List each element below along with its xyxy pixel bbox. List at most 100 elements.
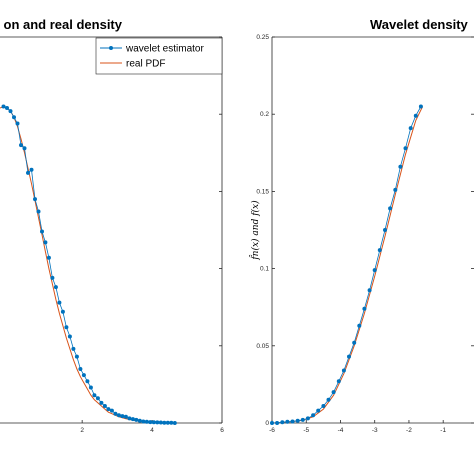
right-estimator-point <box>316 408 321 413</box>
right-estimator-point <box>388 206 393 211</box>
right-estimator-point <box>367 288 372 293</box>
left-estimator-point <box>46 255 51 260</box>
right-estimator-point <box>377 248 382 253</box>
left-estimator-point <box>99 400 104 405</box>
left-estimator-point <box>106 407 111 412</box>
right-ytick-label: 0.1 <box>260 266 269 273</box>
right-estimator-point <box>347 354 351 359</box>
left-estimator-point <box>67 334 72 339</box>
left-estimator-point <box>85 379 90 384</box>
left-estimator-point <box>123 414 128 419</box>
right-ytick-label: 0.15 <box>256 188 269 195</box>
right-estimator-point <box>331 390 336 395</box>
left-estimator-point <box>148 420 153 425</box>
left-estimator-point <box>78 367 83 371</box>
left-xtick-label: 4 <box>150 427 154 434</box>
left-estimator-point <box>22 146 27 151</box>
left-estimator-point <box>165 420 170 425</box>
left-plot-area <box>0 37 222 423</box>
left-estimator-point <box>162 420 167 425</box>
left-estimator-point <box>15 121 20 126</box>
legend-pdf-label: real PDF <box>126 59 165 70</box>
right-xtick-label: -2 <box>406 427 412 434</box>
left-xtick-label: 2 <box>80 427 84 434</box>
right-y-axis-label: f̂n(x) and f(x) <box>249 200 261 261</box>
right-estimator-point <box>362 306 367 311</box>
left-series-group <box>0 104 177 425</box>
right-estimator-point <box>326 397 331 402</box>
right-estimator-point <box>275 421 280 425</box>
left-estimator-point <box>92 393 97 398</box>
legend-estimator-marker <box>109 46 113 50</box>
right-y-ticks: 0 0.05 0.1 0.15 0.2 0.25 <box>256 34 474 427</box>
left-estimator-point <box>130 417 135 422</box>
right-estimator-point <box>357 323 362 328</box>
right-chart-title: Wavelet density <box>370 17 469 32</box>
left-estimator-point <box>141 419 146 424</box>
right-xtick-label: -6 <box>269 427 275 434</box>
right-estimator-point <box>393 187 398 192</box>
legend: wavelet estimator real PDF <box>95 37 223 75</box>
right-estimator-point <box>418 104 423 109</box>
left-estimator-point <box>158 420 163 425</box>
left-estimator-point <box>57 300 62 305</box>
left-estimator-point <box>88 385 93 390</box>
left-estimator-point <box>127 416 132 421</box>
right-estimator-point <box>300 417 305 422</box>
right-estimator-point <box>311 413 316 418</box>
right-xtick-label: -5 <box>303 427 309 434</box>
right-estimator-point <box>280 420 285 425</box>
left-estimator-point <box>12 115 16 120</box>
right-estimator-point <box>290 419 295 424</box>
right-estimator-point <box>403 146 408 151</box>
left-panel: on and real density 2 4 6 wavelet estimato… <box>0 17 224 434</box>
left-estimator-point <box>102 404 107 408</box>
right-panel: Wavelet density 0 0.05 0.1 0.15 0.2 0.25 -6 -5… <box>249 17 474 434</box>
left-estimator-point <box>64 325 69 330</box>
left-estimator-point <box>26 170 30 175</box>
left-estimator-point <box>109 408 114 413</box>
left-estimator-point <box>50 275 55 280</box>
right-series-group <box>270 104 424 425</box>
left-estimator-point <box>144 419 149 424</box>
left-estimator-point <box>120 414 125 419</box>
left-xtick-label: 6 <box>220 427 224 434</box>
right-ytick-label: 0.05 <box>256 343 269 350</box>
right-estimator-point <box>383 228 387 232</box>
right-estimator-point <box>372 268 377 273</box>
left-estimator-point <box>29 167 34 172</box>
left-estimator-point <box>43 240 48 245</box>
right-estimator-point <box>408 126 413 131</box>
left-estimator-point <box>40 229 44 234</box>
left-estimator-point <box>116 413 121 418</box>
left-estimator-point <box>60 309 65 314</box>
right-estimator-point <box>352 340 357 345</box>
right-xtick-label: -3 <box>372 427 378 434</box>
right-estimator-point <box>336 379 341 384</box>
right-ytick-label: 0.2 <box>260 111 269 118</box>
right-estimator-point <box>321 404 326 408</box>
left-estimator-point <box>113 411 118 416</box>
left-estimator-point <box>71 346 76 351</box>
left-estimator-point <box>74 354 79 359</box>
legend-box <box>95 37 223 75</box>
left-estimator-point <box>36 209 41 214</box>
right-estimator-point <box>270 421 274 425</box>
left-estimator-point <box>151 420 156 425</box>
left-chart-title: on and real density <box>4 17 123 32</box>
right-ytick-label: 0 <box>265 420 269 427</box>
left-estimator-point <box>33 197 37 202</box>
left-estimator-point <box>172 421 177 425</box>
right-xtick-label: -1 <box>440 427 446 434</box>
legend-estimator-label: wavelet estimator <box>125 44 204 55</box>
right-ytick-label: 0.25 <box>256 34 269 41</box>
left-estimator-point <box>53 285 58 290</box>
left-estimator-point <box>169 420 174 425</box>
right-x-ticks: -6 -5 -4 -3 -2 -1 <box>269 420 446 434</box>
right-estimator-point <box>285 419 290 424</box>
left-estimator-point <box>134 417 139 422</box>
right-estimator-point <box>341 368 346 373</box>
right-estimator-point <box>398 164 403 169</box>
right-estimator-point <box>413 113 418 118</box>
